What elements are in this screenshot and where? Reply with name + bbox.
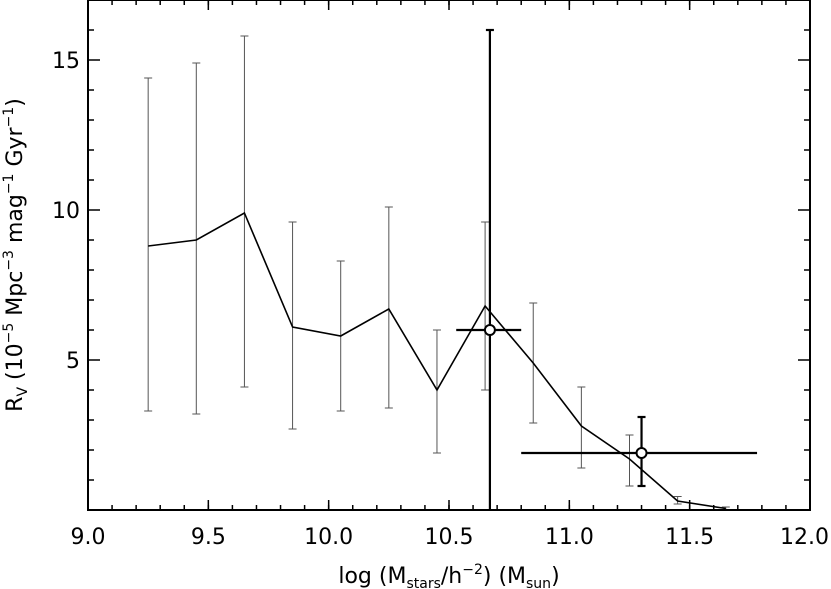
x-tick-label: 12.0: [780, 525, 829, 550]
x-tick-label: 9.5: [191, 525, 226, 550]
x-tick-label: 10.0: [304, 525, 353, 550]
x-tick-labels: 9.0 9.5 10.0 10.5 11.0 11.5 12.0: [71, 525, 830, 550]
y-tick-label: 15: [52, 49, 80, 74]
y-tick-labels: 5 10 15: [52, 49, 80, 374]
observed-errorbars: [456, 28, 758, 510]
model-errorbar: [192, 62, 201, 415]
observed-errorbar: [456, 28, 522, 510]
model-line: [148, 211, 726, 510]
axis-ticks: [87, 0, 811, 510]
observed-point: [483, 324, 496, 336]
x-tick-label: 10.5: [425, 525, 474, 550]
x-tick-label: 11.0: [545, 525, 594, 550]
observed-points: [483, 324, 648, 459]
y-tick-label: 10: [52, 199, 80, 224]
x-axis-title: log (Mstars/h−2) (Msun): [338, 562, 559, 589]
observed-point: [635, 447, 648, 459]
x-tick-label: 9.0: [71, 525, 106, 550]
model-errorbar: [144, 77, 153, 412]
y-tick-label: 5: [66, 349, 80, 374]
y-axis-title: RV (10−5 Mpc−3 mag−1 Gyr−1): [1, 98, 31, 412]
model-errorbar: [577, 386, 586, 469]
model-errorbar: [625, 434, 634, 487]
model-errorbar: [384, 206, 393, 409]
model-errorbar: [240, 35, 249, 388]
x-tick-label: 11.5: [665, 525, 714, 550]
